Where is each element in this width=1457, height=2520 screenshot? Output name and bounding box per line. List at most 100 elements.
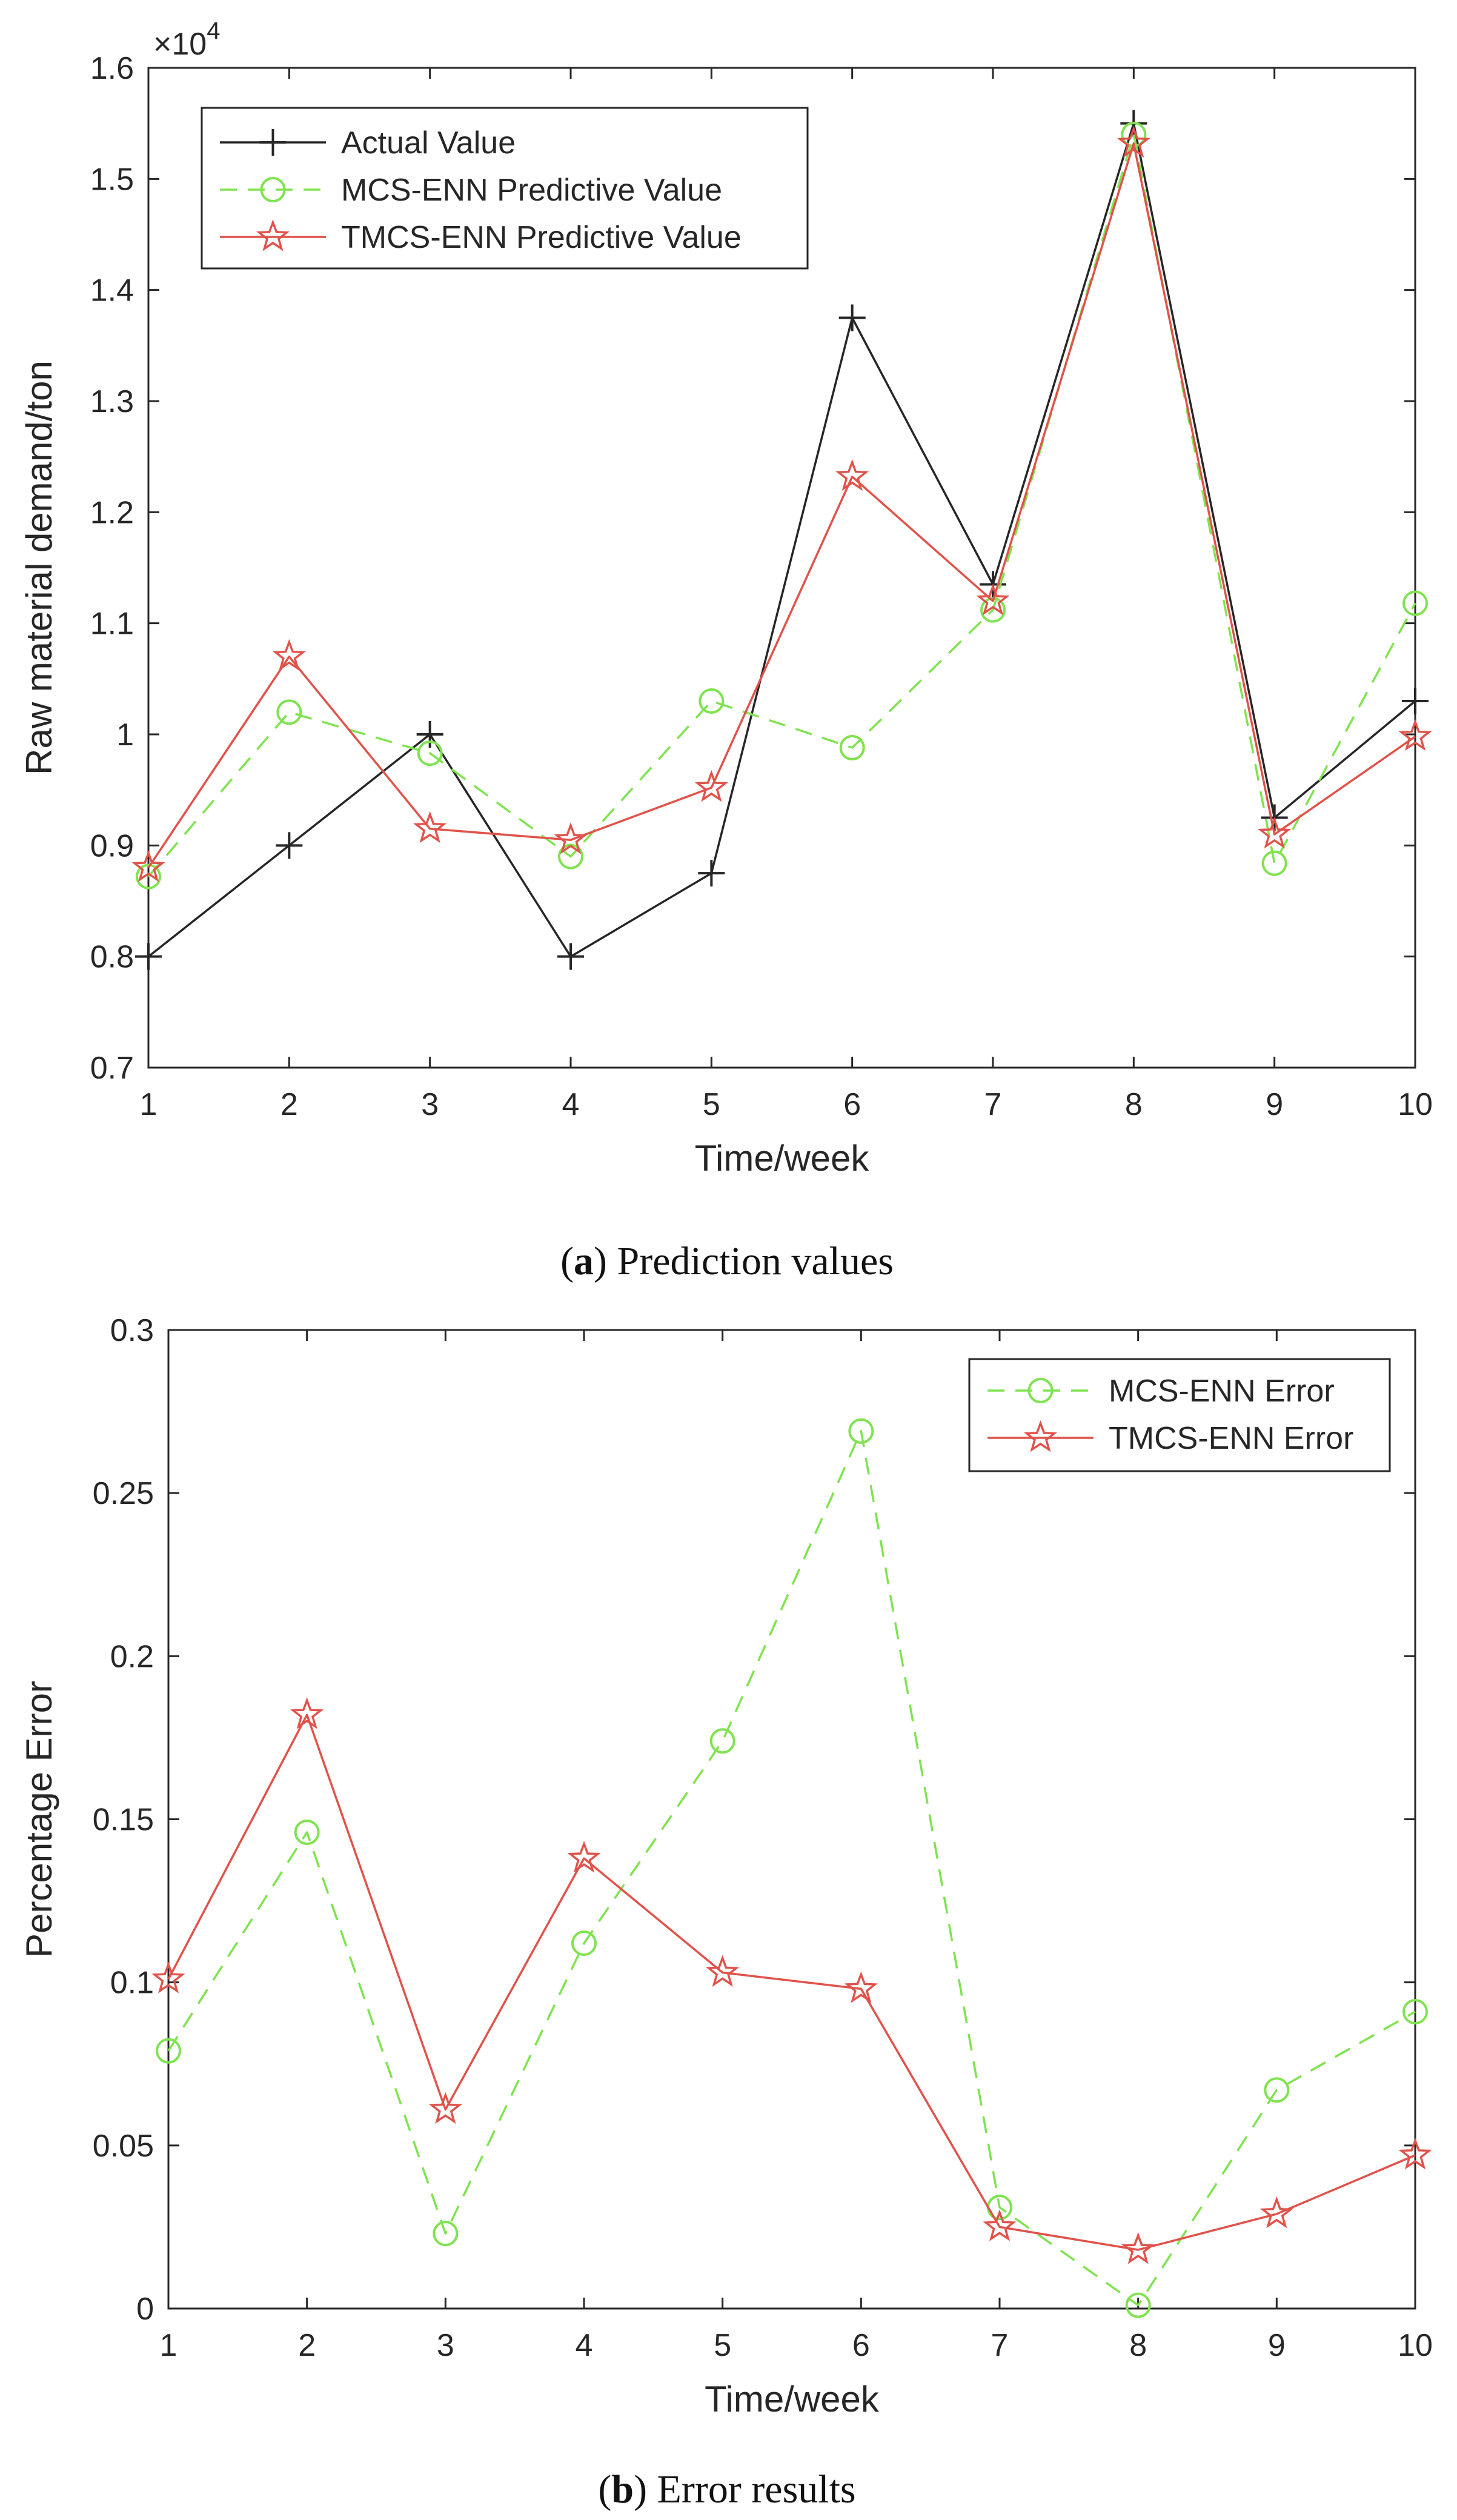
data-point — [290, 1697, 324, 1729]
series-line — [147, 142, 1416, 868]
series-1 — [135, 110, 1429, 970]
caption-text: Error results — [647, 2467, 856, 2512]
data-point — [1260, 2196, 1294, 2229]
data-point — [844, 1971, 878, 2003]
y-tick-label: 0 — [136, 2292, 154, 2327]
data-point — [1257, 816, 1292, 849]
data-point — [428, 2092, 463, 2124]
data-point — [294, 1820, 320, 1846]
data-point — [571, 1930, 597, 1956]
chart-b-svg: 1 2 3 4 5 6 7 8 9 10 0 0.05 0.1 0.15 0.2 0.25 0.3 Time/we… — [19, 1313, 1433, 2512]
data-point — [976, 583, 1010, 616]
x-tick-label: 1 — [160, 2328, 178, 2363]
data-point — [276, 699, 302, 725]
series-line — [147, 122, 1416, 958]
data-point — [1402, 1999, 1428, 2025]
data-point — [131, 849, 165, 882]
data-point — [156, 2038, 181, 2064]
y-tick-label: 0.2 — [110, 1639, 154, 1674]
data-point — [838, 304, 866, 331]
data-point — [848, 1418, 874, 1444]
y-tick-label: 0.25 — [93, 1476, 154, 1511]
x-tick-label: 7 — [991, 2328, 1009, 2363]
y-tick-label: 1.5 — [90, 162, 134, 197]
axis-multiplier: ×104 — [153, 18, 220, 62]
plot-frame — [167, 1329, 1416, 2310]
caption-close: ) — [594, 1239, 607, 1283]
data-point — [416, 721, 443, 748]
series-1 — [156, 1418, 1428, 2318]
data-point — [694, 770, 729, 802]
caption-letter: a — [574, 1239, 594, 1283]
data-point — [1125, 2292, 1151, 2318]
x-tick-label: 9 — [1268, 2328, 1286, 2363]
caption-open: ( — [560, 1239, 574, 1283]
data-point — [1398, 2137, 1432, 2170]
x-axis-label: Time/week — [705, 2379, 880, 2419]
data-point — [1261, 850, 1287, 876]
caption: (b) Error results — [598, 2467, 855, 2512]
data-point — [554, 822, 588, 854]
x-tick-label: 7 — [984, 1087, 1002, 1122]
y-tick-label: 0.8 — [90, 940, 134, 975]
series-line — [147, 133, 1416, 877]
caption-close: ) — [634, 2467, 647, 2512]
legend-marker — [1023, 1420, 1058, 1452]
x-tick-label: 5 — [714, 2328, 731, 2363]
figure-a: 1 2 3 4 5 6 7 8 9 10 0.7 0.8 0.9 1 1.1 1.2 1.3 1.4 1.5 1.6 T… — [19, 18, 1433, 1283]
y-tick-label: 0.7 — [90, 1051, 134, 1086]
y-tick-label: 0.05 — [93, 2129, 154, 2164]
series-3 — [131, 125, 1432, 882]
series-line — [167, 1714, 1416, 2251]
data-point — [135, 943, 162, 970]
data-point — [557, 943, 584, 970]
data-point — [1121, 2232, 1155, 2264]
legend-box — [201, 107, 809, 270]
data-point — [983, 2209, 1017, 2241]
data-point — [835, 459, 869, 491]
data-point — [1402, 688, 1429, 714]
data-point — [705, 1955, 740, 1987]
y-tick-label: 0.9 — [90, 828, 134, 863]
y-tick-label: 0.1 — [110, 1966, 154, 2001]
y-tick-label: 1.2 — [90, 495, 134, 530]
data-point — [698, 860, 725, 887]
x-tick-label: 10 — [1398, 2328, 1433, 2363]
data-point — [151, 1961, 185, 1993]
data-point — [1402, 590, 1428, 616]
caption-text: Prediction values — [607, 1239, 894, 1283]
y-axis-label: Raw material demand/ton — [19, 361, 59, 775]
y-axis-label: Percentage Error — [19, 1681, 59, 1958]
x-tick-label: 3 — [437, 2328, 454, 2363]
multiplier-exponent: 4 — [207, 18, 220, 44]
y-tick-label: 0.3 — [110, 1313, 154, 1348]
x-tick-label: 6 — [843, 1087, 861, 1122]
x-tick-label: 10 — [1398, 1087, 1433, 1122]
y-tick-label: 0.15 — [93, 1803, 154, 1838]
legend-label: MCS-ENN Error — [1109, 1374, 1335, 1409]
data-point — [1117, 125, 1151, 158]
x-tick-label: 2 — [280, 1087, 298, 1122]
y-tick-label: 1.4 — [90, 273, 134, 308]
legend-marker — [1027, 1378, 1054, 1403]
caption-letter: b — [611, 2467, 634, 2512]
data-point — [567, 1841, 601, 1873]
y-tick-label: 1 — [116, 717, 134, 753]
x-tick-label: 8 — [1125, 1087, 1143, 1122]
y-tick-label: 1.1 — [90, 607, 134, 642]
data-point — [276, 832, 303, 859]
legend-label: TMCS-ENN Error — [1109, 1421, 1353, 1456]
x-tick-label: 3 — [421, 1087, 439, 1122]
multiplier-base: ×10 — [153, 27, 207, 62]
data-point — [136, 863, 161, 889]
x-tick-label: 9 — [1266, 1087, 1283, 1122]
caption-open: ( — [598, 2467, 611, 2512]
legend-marker — [259, 129, 287, 156]
data-point — [839, 735, 865, 760]
x-tick-label: 8 — [1129, 2328, 1147, 2363]
x-tick-label: 5 — [703, 1087, 720, 1122]
data-point — [1398, 719, 1432, 751]
x-axis-label: Time/week — [695, 1138, 870, 1179]
y-tick-label: 1.3 — [90, 384, 134, 419]
data-point — [417, 740, 443, 766]
